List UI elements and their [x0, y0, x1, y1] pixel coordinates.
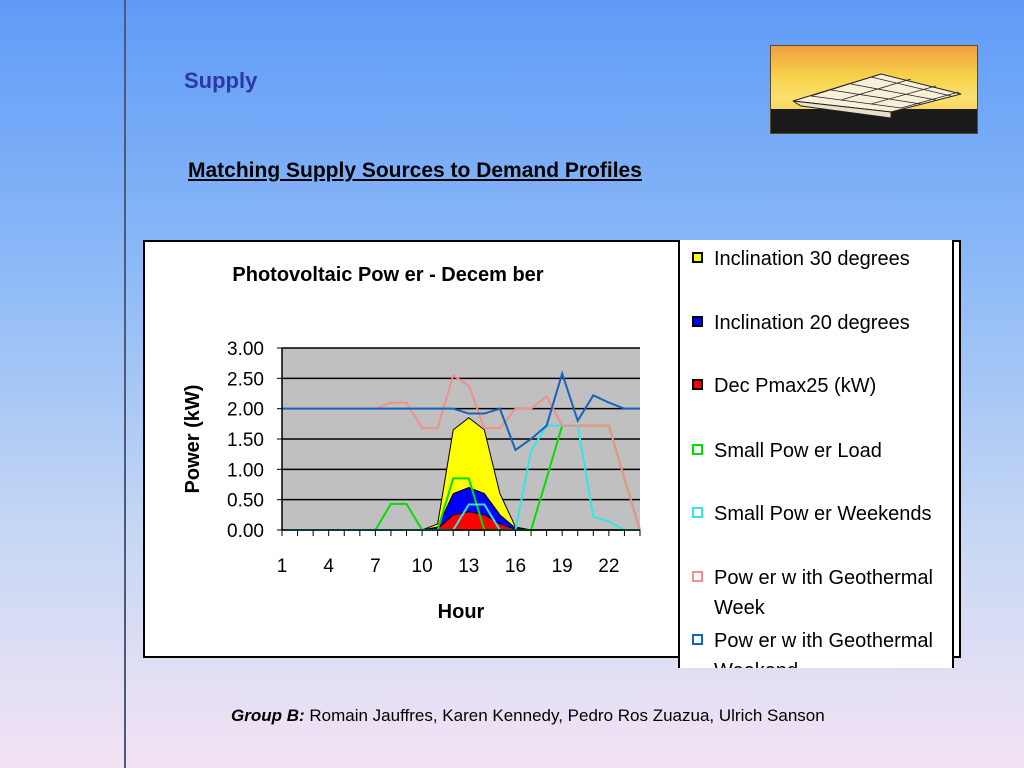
chart-title: Photovoltaic Pow er - Decem ber — [232, 264, 543, 286]
x-tick-label: 19 — [552, 556, 573, 577]
legend-label: Pow er w ith Geothermal Week — [714, 567, 933, 619]
chart-legend: Inclination 30 degrees Inclination 20 deg… — [678, 240, 954, 668]
footer-credits: Group B: Romain Jauffres, Karen Kennedy,… — [231, 706, 825, 726]
y-tick-label: 2.50 — [227, 369, 264, 390]
legend-label: Inclination 20 degrees — [714, 312, 910, 334]
x-tick-label: 16 — [505, 556, 526, 577]
chart-heading: Matching Supply Sources to Demand Profil… — [188, 159, 642, 182]
divider-line — [124, 0, 126, 768]
footer-group-label: Group B: — [231, 706, 305, 725]
legend-swatch — [692, 252, 703, 263]
pv-power-chart: Photovoltaic Pow er - Decem ber 3.00 2.50… — [182, 264, 641, 623]
x-tick-labels: 1 4 7 10 13 16 19 22 — [277, 556, 620, 577]
footer-names: Romain Jauffres, Karen Kennedy, Pedro Ro… — [304, 706, 825, 725]
y-tick-labels: 3.00 2.50 2.00 1.50 1.00 0.50 0.00 — [227, 339, 264, 542]
legend-swatch — [692, 507, 703, 518]
logo-image — [770, 45, 978, 134]
x-tick-label: 7 — [370, 556, 381, 577]
y-tick-label: 0.00 — [227, 521, 264, 542]
y-tick-label: 2.00 — [227, 400, 264, 421]
x-axis-label: Hour — [438, 601, 485, 623]
x-tick-label: 13 — [458, 556, 479, 577]
legend-swatch — [692, 634, 703, 645]
x-tick-label: 1 — [277, 556, 288, 577]
y-axis-label: Power (kW) — [182, 385, 204, 494]
x-tick-label: 4 — [323, 556, 334, 577]
y-tick-label: 1.50 — [227, 430, 264, 451]
building-sunset-image — [771, 46, 977, 133]
x-tick-label: 22 — [598, 556, 619, 577]
x-tick-label: 10 — [412, 556, 433, 577]
line-series-3 — [282, 370, 640, 452]
y-tick-label: 0.50 — [227, 491, 264, 512]
legend-label: Inclination 30 degrees — [714, 248, 910, 270]
legend-label: Pow er w ith Geothermal Weekend — [714, 630, 933, 668]
y-tick-label: 3.00 — [227, 339, 264, 360]
legend-swatch — [692, 571, 703, 582]
legend-swatch — [692, 379, 703, 390]
chart-frame: Photovoltaic Pow er - Decem ber 3.00 2.50… — [143, 240, 961, 668]
legend-label: Dec Pmax25 (kW) — [714, 375, 877, 397]
slide-title: Supply — [184, 68, 258, 93]
legend-label: Small Pow er Weekends — [714, 503, 932, 525]
legend-label: Small Pow er Load — [714, 440, 882, 462]
y-tick-label: 1.00 — [227, 460, 264, 481]
legend-swatch — [692, 444, 703, 455]
axes — [277, 347, 641, 536]
legend-swatch — [692, 316, 703, 327]
